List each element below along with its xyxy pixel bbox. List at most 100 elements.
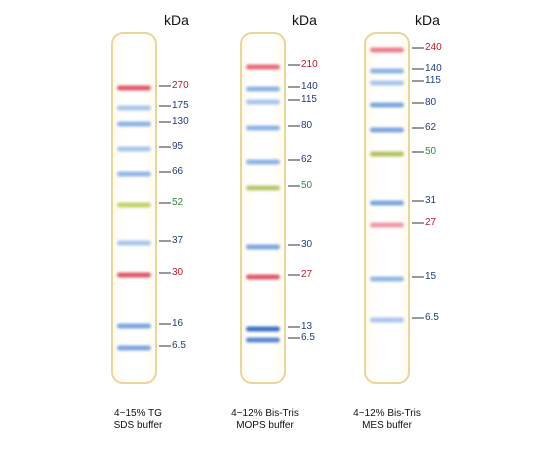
marker-band: [370, 200, 404, 206]
marker-band: [117, 323, 151, 329]
marker-band: [370, 276, 404, 282]
marker-band: [246, 99, 280, 105]
caption-line-buffer: MES buffer: [362, 420, 412, 431]
marker-weight-label: 80: [425, 97, 437, 108]
marker-band: [370, 102, 404, 108]
marker-tick: [288, 99, 300, 101]
marker-tick: [288, 274, 300, 276]
marker-weight-label: 62: [425, 122, 437, 133]
marker-weight-label: 62: [301, 154, 313, 165]
marker-tick: [412, 200, 424, 202]
marker-weight-label: 15: [425, 271, 437, 282]
marker-band: [246, 326, 280, 332]
marker-weight-label: 31: [425, 195, 437, 206]
marker-weight-label: 66: [172, 166, 184, 177]
marker-band: [370, 80, 404, 86]
marker-band: [246, 337, 280, 343]
marker-tick: [159, 345, 171, 347]
marker-tick: [412, 127, 424, 129]
gel-lane: [111, 32, 157, 384]
marker-band: [370, 47, 404, 53]
marker-weight-label: 6.5: [425, 312, 439, 323]
marker-band: [117, 240, 151, 246]
marker-band: [117, 345, 151, 351]
marker-weight-label: 95: [172, 141, 184, 152]
marker-band: [370, 68, 404, 74]
marker-tick: [159, 272, 171, 274]
marker-band: [246, 244, 280, 250]
marker-weight-label: 52: [172, 197, 184, 208]
marker-tick: [159, 85, 171, 87]
marker-tick: [412, 68, 424, 70]
marker-tick: [412, 102, 424, 104]
marker-band: [117, 272, 151, 278]
kda-unit-label: kDa: [292, 12, 317, 28]
marker-weight-label: 210: [301, 59, 318, 70]
marker-weight-label: 80: [301, 120, 313, 131]
marker-band: [117, 171, 151, 177]
marker-weight-label: 6.5: [301, 332, 315, 343]
marker-band: [370, 127, 404, 133]
marker-weight-label: 130: [172, 116, 189, 127]
ladder-caption: 4~12% Bis-Tris MOPS buffer: [205, 408, 325, 432]
marker-tick: [288, 86, 300, 88]
caption-line-gel: 4~12% Bis-Tris: [231, 408, 299, 419]
caption-line-buffer: SDS buffer: [113, 420, 163, 431]
marker-tick: [159, 202, 171, 204]
marker-band: [246, 64, 280, 70]
caption-line-gel: 4~12% Bis-Tris: [353, 408, 421, 419]
marker-band: [117, 105, 151, 111]
marker-tick: [288, 244, 300, 246]
caption-line-buffer: MOPS buffer: [236, 420, 294, 431]
marker-weight-label: 140: [425, 63, 442, 74]
marker-tick: [288, 125, 300, 127]
marker-band: [246, 125, 280, 131]
marker-weight-label: 27: [425, 217, 437, 228]
marker-weight-label: 270: [172, 80, 189, 91]
marker-tick: [288, 337, 300, 339]
marker-tick: [288, 326, 300, 328]
marker-weight-label: 175: [172, 100, 189, 111]
marker-tick: [288, 159, 300, 161]
marker-band: [117, 85, 151, 91]
marker-tick: [159, 146, 171, 148]
marker-band: [246, 274, 280, 280]
marker-band: [246, 86, 280, 92]
marker-band: [117, 146, 151, 152]
marker-tick: [159, 323, 171, 325]
marker-tick: [288, 185, 300, 187]
gel-lane: [240, 32, 286, 384]
marker-tick: [159, 240, 171, 242]
marker-tick: [412, 47, 424, 49]
marker-weight-label: 240: [425, 42, 442, 53]
marker-tick: [159, 121, 171, 123]
kda-unit-label: kDa: [164, 12, 189, 28]
marker-band: [246, 159, 280, 165]
kda-unit-label: kDa: [415, 12, 440, 28]
marker-band: [246, 185, 280, 191]
marker-tick: [159, 105, 171, 107]
caption-line-gel: 4~15% TG: [114, 408, 162, 419]
marker-weight-label: 6.5: [172, 340, 186, 351]
marker-band: [117, 121, 151, 127]
marker-tick: [159, 171, 171, 173]
marker-band: [370, 222, 404, 228]
marker-weight-label: 16: [172, 318, 184, 329]
marker-tick: [412, 80, 424, 82]
marker-band: [370, 151, 404, 157]
marker-weight-label: 115: [301, 94, 317, 105]
marker-weight-label: 30: [301, 239, 313, 250]
marker-weight-label: 37: [172, 235, 184, 246]
marker-weight-label: 50: [425, 146, 437, 157]
marker-weight-label: 50: [301, 180, 313, 191]
marker-band: [117, 202, 151, 208]
marker-band: [370, 317, 404, 323]
marker-weight-label: 13: [301, 321, 313, 332]
marker-tick: [412, 222, 424, 224]
marker-weight-label: 140: [301, 81, 318, 92]
marker-weight-label: 115: [425, 75, 441, 86]
marker-tick: [412, 317, 424, 319]
ladder-caption: 4~15% TG SDS buffer: [78, 408, 198, 432]
marker-tick: [412, 151, 424, 153]
gel-lane: [364, 32, 410, 384]
